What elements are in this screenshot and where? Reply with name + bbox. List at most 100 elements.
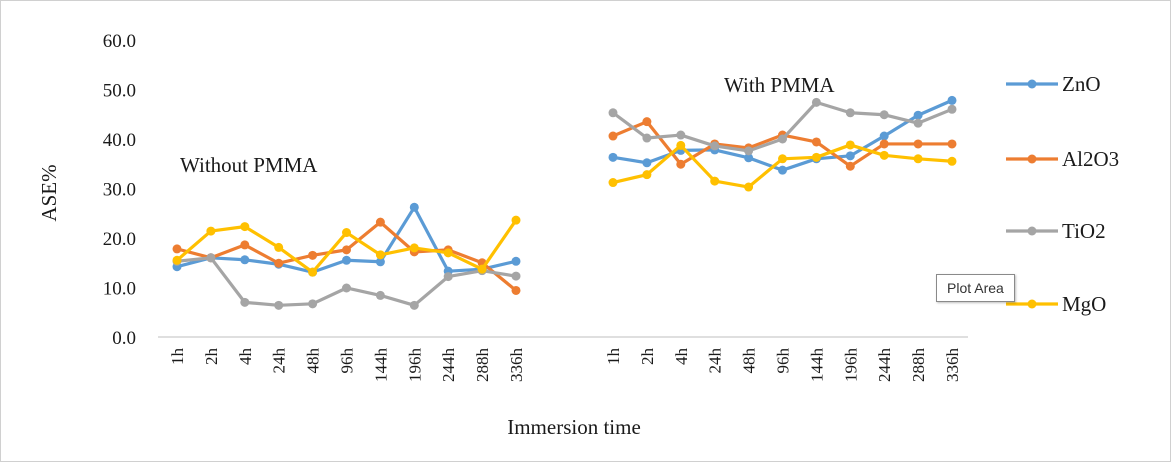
data-point-tio2[interactable]	[879, 110, 889, 120]
data-point-al2o3[interactable]	[511, 285, 521, 295]
data-point-zno[interactable]	[240, 255, 250, 265]
legend-swatch-marker	[1027, 226, 1037, 236]
data-point-tio2[interactable]	[274, 300, 284, 310]
data-point-tio2[interactable]	[443, 272, 453, 282]
x-tick-label: 196h	[405, 348, 424, 383]
data-point-mgo[interactable]	[477, 264, 487, 274]
data-point-mgo[interactable]	[642, 170, 652, 180]
data-point-tio2[interactable]	[642, 133, 652, 143]
data-point-tio2[interactable]	[744, 146, 754, 156]
data-point-tio2[interactable]	[778, 134, 787, 144]
data-point-tio2[interactable]	[342, 283, 351, 293]
x-tick-label: 244h	[439, 348, 458, 383]
legend-item-mgo[interactable]: MgO	[1006, 292, 1106, 316]
data-point-mgo[interactable]	[913, 154, 923, 164]
data-point-zno[interactable]	[845, 151, 855, 161]
data-point-al2o3[interactable]	[642, 117, 652, 127]
y-tick-label: 0.0	[112, 328, 136, 349]
data-point-mgo[interactable]	[375, 250, 385, 260]
data-point-tio2[interactable]	[845, 108, 855, 118]
data-point-mgo[interactable]	[172, 255, 182, 265]
data-point-zno[interactable]	[409, 202, 419, 212]
group-label-with-pmma: With PMMA	[724, 73, 835, 97]
x-tick-label: 4h	[236, 348, 255, 366]
data-point-zno[interactable]	[778, 165, 787, 175]
data-point-al2o3[interactable]	[274, 258, 284, 268]
data-point-mgo[interactable]	[409, 243, 419, 253]
data-point-zno[interactable]	[342, 255, 351, 265]
legend-item-tio2[interactable]: TiO2	[1006, 219, 1106, 243]
data-point-zno[interactable]	[375, 257, 385, 267]
data-point-mgo[interactable]	[811, 152, 821, 162]
data-point-tio2[interactable]	[676, 130, 686, 140]
data-point-zno[interactable]	[608, 152, 618, 162]
data-point-mgo[interactable]	[710, 176, 720, 186]
legend-item-al2o3[interactable]: Al2O3	[1006, 147, 1119, 171]
data-point-tio2[interactable]	[913, 118, 923, 128]
data-point-mgo[interactable]	[511, 215, 521, 225]
x-tick-label: 96h	[338, 348, 357, 374]
data-point-zno[interactable]	[913, 110, 923, 120]
x-axis-ticks: 1h 2h 4h 24h 48h 96h 144h 196h 244h 288h 336h 1h 2h 4…	[168, 348, 962, 383]
data-point-tio2[interactable]	[240, 297, 250, 307]
data-point-mgo[interactable]	[308, 267, 318, 277]
data-point-al2o3[interactable]	[879, 139, 889, 149]
x-tick-label: 2h	[638, 348, 657, 366]
y-axis-ticks: 0.0 10.0 20.0 30.0 40.0 50.0 60.0	[103, 31, 136, 349]
data-point-mgo[interactable]	[676, 140, 686, 150]
data-point-zno[interactable]	[511, 256, 521, 266]
legend[interactable]: ZnO Al2O3 TiO2 MgO	[1006, 72, 1119, 316]
data-point-mgo[interactable]	[443, 248, 453, 258]
data-point-tio2[interactable]	[375, 290, 385, 300]
data-point-mgo[interactable]	[744, 182, 754, 192]
legend-label: MgO	[1062, 292, 1106, 316]
data-point-tio2[interactable]	[511, 271, 521, 281]
data-point-zno[interactable]	[947, 95, 957, 105]
data-point-al2o3[interactable]	[608, 131, 618, 141]
x-tick-label: 1h	[168, 348, 187, 366]
data-point-al2o3[interactable]	[308, 250, 318, 260]
y-axis-title: ASE%	[37, 164, 61, 221]
data-point-al2o3[interactable]	[342, 245, 351, 255]
data-point-tio2[interactable]	[409, 300, 419, 310]
legend-label: ZnO	[1062, 72, 1101, 96]
data-point-al2o3[interactable]	[375, 217, 385, 227]
data-point-zno[interactable]	[879, 131, 889, 141]
data-point-mgo[interactable]	[240, 222, 250, 232]
x-tick-label: 4h	[672, 348, 691, 366]
data-point-mgo[interactable]	[947, 156, 957, 166]
data-point-al2o3[interactable]	[811, 137, 821, 147]
data-point-tio2[interactable]	[608, 108, 618, 118]
data-point-tio2[interactable]	[947, 104, 957, 114]
data-point-al2o3[interactable]	[240, 240, 250, 250]
series-layer	[172, 95, 957, 310]
data-point-al2o3[interactable]	[172, 244, 182, 254]
data-point-al2o3[interactable]	[913, 139, 923, 149]
x-tick-label: 244h	[875, 348, 894, 383]
data-point-al2o3[interactable]	[676, 159, 686, 169]
data-point-zno[interactable]	[744, 153, 754, 163]
data-point-mgo[interactable]	[608, 178, 618, 188]
data-point-mgo[interactable]	[879, 150, 889, 160]
data-point-zno[interactable]	[642, 158, 652, 168]
data-point-mgo[interactable]	[845, 140, 855, 150]
data-point-tio2[interactable]	[206, 253, 216, 263]
x-tick-label: 1h	[604, 348, 623, 366]
data-point-mgo[interactable]	[342, 228, 351, 238]
data-point-mgo[interactable]	[274, 242, 284, 252]
legend-label: TiO2	[1062, 219, 1106, 243]
x-tick-label: 144h	[371, 348, 390, 383]
data-point-tio2[interactable]	[710, 141, 720, 151]
legend-label: Al2O3	[1062, 147, 1119, 171]
data-point-tio2[interactable]	[308, 299, 318, 309]
data-point-mgo[interactable]	[778, 154, 787, 164]
data-point-al2o3[interactable]	[947, 139, 957, 149]
y-tick-label: 50.0	[103, 81, 136, 102]
data-point-tio2[interactable]	[811, 97, 821, 107]
data-point-mgo[interactable]	[206, 226, 216, 236]
data-point-al2o3[interactable]	[845, 161, 855, 171]
legend-item-zno[interactable]: ZnO	[1006, 72, 1101, 96]
